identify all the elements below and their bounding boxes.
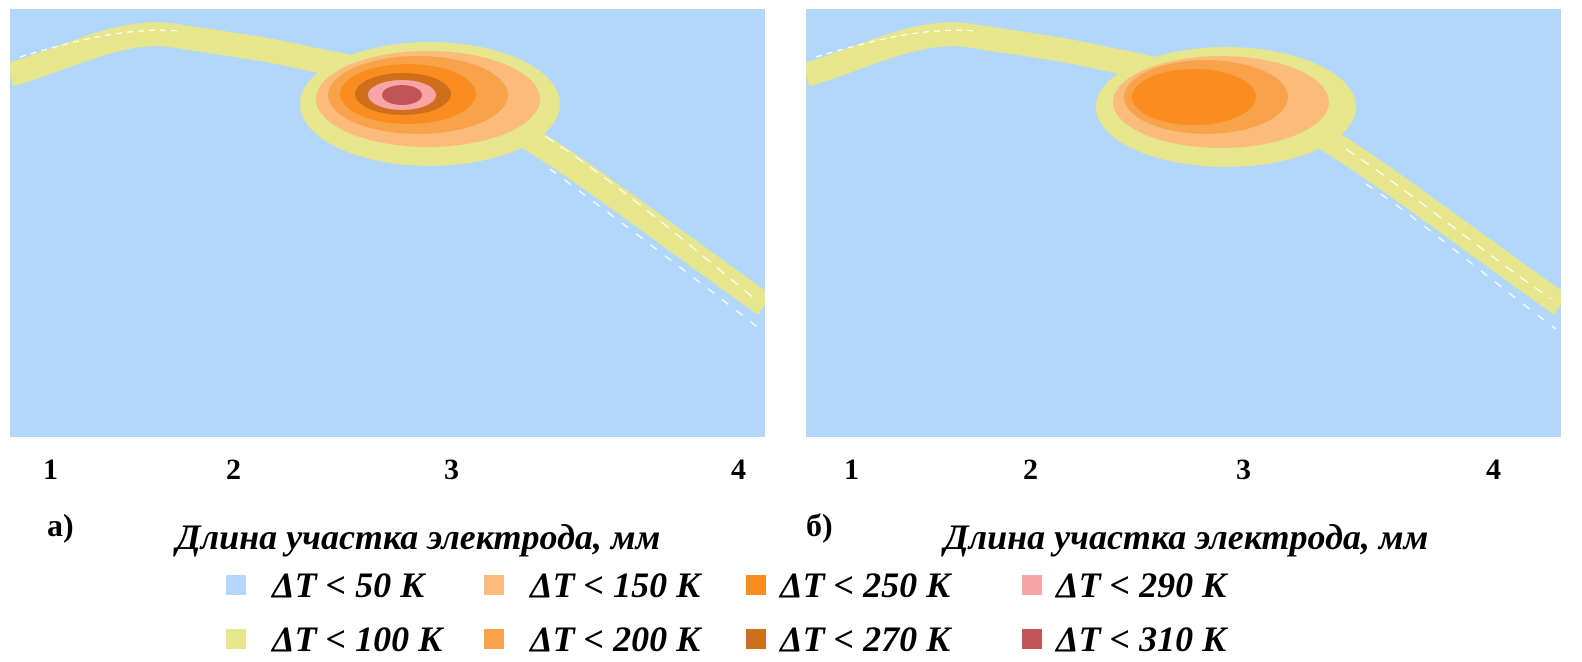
legend-swatch-100K <box>226 629 246 649</box>
blob-310K <box>382 85 422 105</box>
x-axis-label-a: Длина участка электрода, мм <box>176 517 661 557</box>
legend-label-310K: ΔT < 310 K <box>1056 619 1227 659</box>
legend-swatch-150K <box>484 575 504 595</box>
x-axis-label-b: Длина участка электрода, мм <box>944 517 1429 557</box>
legend-item-100K: ΔT < 100 K <box>226 619 442 659</box>
legend-label-150K: ΔT < 150 K <box>530 565 701 605</box>
legend-label-100K: ΔT < 100 K <box>272 619 443 659</box>
heatmap-a-svg <box>10 9 765 437</box>
legend-item-270K: ΔT < 270 K <box>746 619 950 659</box>
contour-line <box>1345 148 1552 300</box>
legend-item-200K: ΔT < 200 K <box>484 619 700 659</box>
contour-line <box>1365 183 1557 330</box>
legend-item-290K: ΔT < 290 K <box>1022 565 1226 605</box>
legend-item-310K: ΔT < 310 K <box>1022 619 1226 659</box>
legend-item-50K: ΔT < 50 K <box>226 565 424 605</box>
heatmap-b-svg <box>806 9 1561 437</box>
contour-line <box>529 126 756 300</box>
legend-swatch-250K <box>746 575 766 595</box>
legend-item-150K: ΔT < 150 K <box>484 565 700 605</box>
legend-label-270K: ΔT < 270 K <box>780 619 951 659</box>
legend-item-250K: ΔT < 250 K <box>746 565 950 605</box>
panel-label-b: б) <box>806 507 833 543</box>
x-tick-a-2: 2 <box>226 453 241 486</box>
legend-swatch-200K <box>484 629 504 649</box>
legend-swatch-310K <box>1022 629 1042 649</box>
x-tick-b-3: 3 <box>1236 453 1251 486</box>
legend-label-50K: ΔT < 50 K <box>272 565 425 605</box>
x-tick-b-2: 2 <box>1023 453 1038 486</box>
legend-label-290K: ΔT < 290 K <box>1056 565 1227 605</box>
contour-line <box>19 29 181 58</box>
panel-label-a: а) <box>47 507 74 543</box>
legend-swatch-50K <box>226 575 246 595</box>
x-tick-b-1: 1 <box>844 453 859 486</box>
legend-swatch-290K <box>1022 575 1042 595</box>
heatmap-panel-b <box>806 9 1561 437</box>
heatmap-panel-a <box>10 9 765 437</box>
legend-label-250K: ΔT < 250 K <box>780 565 951 605</box>
x-tick-a-4: 4 <box>731 453 746 486</box>
blob-250K <box>1132 69 1256 125</box>
legend-label-200K: ΔT < 200 K <box>530 619 701 659</box>
contour-line <box>549 168 761 330</box>
x-tick-a-1: 1 <box>43 453 58 486</box>
x-tick-b-4: 4 <box>1486 453 1501 486</box>
legend-swatch-270K <box>746 629 766 649</box>
contour-line <box>815 29 977 58</box>
x-tick-a-3: 3 <box>444 453 459 486</box>
